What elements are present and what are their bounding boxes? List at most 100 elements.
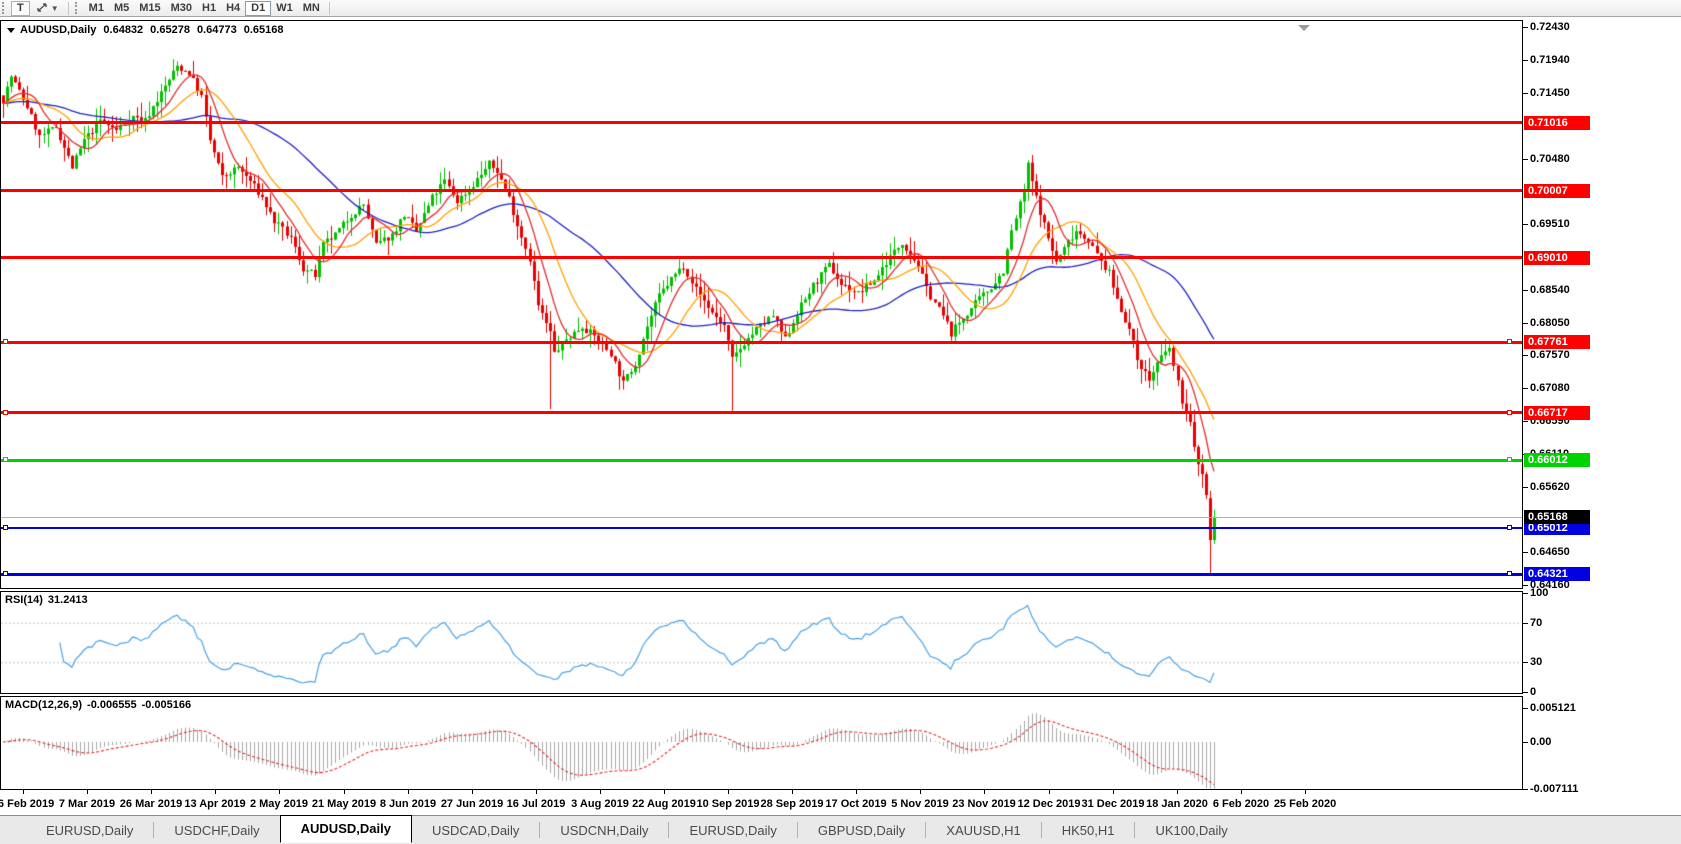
line-handle[interactable] — [3, 571, 8, 576]
tab-uk100-daily[interactable]: UK100,Daily — [1155, 822, 1228, 838]
timeframe-button-h1[interactable]: H1 — [202, 2, 217, 14]
price-axis-tick: 0.67570 — [1530, 349, 1570, 362]
tab-usdcad-daily[interactable]: USDCAD,Daily — [431, 822, 520, 838]
price-tick-mark — [1523, 421, 1528, 423]
price-axis-tick: 0.71450 — [1530, 87, 1570, 100]
date-tick-mark — [1113, 790, 1114, 794]
date-axis-label: 10 Sep 2019 — [696, 798, 760, 810]
timeframe-button-m1[interactable]: M1 — [88, 2, 104, 14]
price-tick-mark — [1523, 552, 1528, 554]
tab-separator — [1134, 822, 1136, 838]
rsi-axis-tick: 30 — [1530, 656, 1543, 669]
date-tick-mark — [472, 790, 473, 794]
line-handle[interactable] — [3, 410, 8, 415]
horizontal-line-0.69010[interactable] — [1, 256, 1522, 259]
timeframe-button-d1[interactable]: D1 — [245, 0, 272, 16]
toolbar-grip — [74, 2, 81, 14]
horizontal-line-0.67761[interactable] — [1, 341, 1522, 344]
macd-tick-mark — [1523, 707, 1528, 709]
hline-price-label: 0.65012 — [1524, 520, 1590, 535]
macd-axis-tick: 0.00 — [1530, 735, 1552, 748]
hline-price-label: 0.71016 — [1524, 115, 1590, 130]
price-tick-mark — [1523, 27, 1528, 29]
tab-xauusd-h1[interactable]: XAUUSD,H1 — [946, 822, 1021, 838]
main-chart-canvas[interactable] — [1, 21, 1521, 588]
line-handle[interactable] — [3, 457, 8, 462]
horizontal-line-0.70007[interactable] — [1, 189, 1522, 192]
line-handle[interactable] — [1507, 525, 1512, 530]
date-tick-mark — [984, 790, 985, 794]
price-axis-tick: 0.64650 — [1530, 546, 1570, 559]
timeframe-button-m30[interactable]: M30 — [170, 2, 193, 14]
tab-usdchf-daily[interactable]: USDCHF,Daily — [174, 822, 260, 838]
hline-price-label: 0.70007 — [1524, 183, 1590, 198]
tab-eurusd-daily[interactable]: EURUSD,Daily — [689, 822, 777, 838]
line-handle[interactable] — [1507, 339, 1512, 344]
date-axis-label: 6 Feb 2020 — [1212, 798, 1270, 810]
tab-separator — [1040, 822, 1042, 838]
date-axis-label: 3 Aug 2019 — [571, 798, 629, 810]
date-axis-label: 18 Jan 2020 — [1146, 798, 1208, 810]
price-tick-mark — [1523, 388, 1528, 390]
line-handle[interactable] — [1507, 410, 1512, 415]
price-tick-mark — [1523, 93, 1528, 95]
date-tick-mark — [344, 790, 345, 794]
date-tick-mark — [1241, 790, 1242, 794]
date-tick-mark — [664, 790, 665, 794]
horizontal-line-0.64321[interactable] — [1, 573, 1522, 576]
price-tick-mark — [1523, 322, 1528, 324]
horizontal-line-0.71016[interactable] — [1, 121, 1522, 124]
rsi-tick-mark — [1523, 622, 1528, 624]
date-axis-label: 31 Dec 2019 — [1081, 798, 1145, 810]
timeframe-button-mn[interactable]: MN — [302, 2, 320, 14]
date-tick-mark — [536, 790, 537, 794]
line-handle[interactable] — [3, 525, 8, 530]
date-tick-mark — [87, 790, 88, 794]
line-handle[interactable] — [3, 339, 8, 344]
date-axis-label: 5 Nov 2019 — [891, 798, 949, 810]
hline-price-label: 0.69010 — [1524, 250, 1590, 265]
macd-tick-mark — [1523, 741, 1528, 743]
chart-title-dropdown-icon[interactable] — [7, 27, 15, 33]
macd-axis-tick: 0.005121 — [1530, 701, 1576, 714]
date-tick-mark — [728, 790, 729, 794]
arrows-tool-button[interactable]: ▼ — [30, 1, 64, 16]
timeframe-button-m5[interactable]: M5 — [113, 2, 130, 14]
date-tick-mark — [279, 790, 280, 794]
horizontal-line-0.65012[interactable] — [1, 527, 1522, 529]
timeframe-button-m15[interactable]: M15 — [139, 2, 161, 14]
macd-canvas[interactable] — [1, 697, 1521, 789]
tab-gbpusd-daily[interactable]: GBPUSD,Daily — [817, 822, 906, 838]
price-axis-tick: 0.67080 — [1530, 382, 1570, 395]
date-tick-mark — [23, 790, 24, 794]
tab-separator — [539, 822, 541, 838]
date-tick-mark — [920, 790, 921, 794]
chart-shift-marker[interactable] — [1298, 25, 1310, 31]
price-axis-tick: 0.68050 — [1530, 316, 1570, 329]
toolbar-separator — [328, 1, 330, 15]
date-tick-mark — [792, 790, 793, 794]
text-tool-button[interactable]: T — [11, 0, 30, 16]
tab-hk50-h1[interactable]: HK50,H1 — [1061, 822, 1115, 838]
chart-tab-bar: EURUSD,Daily USDCHF,Daily AUDUSD,Daily USDC… — [0, 814, 1681, 844]
tab-eurusd-daily[interactable]: EURUSD,Daily — [46, 822, 134, 838]
price-tick-mark — [1523, 158, 1528, 160]
line-handle[interactable] — [1507, 571, 1512, 576]
rsi-tick-mark — [1523, 662, 1528, 664]
horizontal-line-0.66012[interactable] — [1, 459, 1522, 462]
timeframe-button-h4[interactable]: H4 — [226, 2, 241, 14]
date-axis-label: 2 May 2019 — [249, 798, 309, 810]
timeframe-button-w1[interactable]: W1 — [276, 2, 293, 14]
rsi-label: RSI(14) 31.2413 — [5, 594, 88, 606]
date-axis-label: 12 Dec 2019 — [1017, 798, 1081, 810]
line-handle[interactable] — [1507, 457, 1512, 462]
tab-usdcnh-daily[interactable]: USDCNH,Daily — [560, 822, 649, 838]
rsi-canvas[interactable] — [1, 592, 1521, 693]
ohlc-low: 0.64773 — [196, 24, 237, 36]
price-panel: AUDUSD,Daily 0.64832 0.65278 0.64773 0.6… — [0, 20, 1523, 589]
horizontal-line-0.66717[interactable] — [1, 411, 1522, 414]
date-axis-label: 28 Sep 2019 — [760, 798, 824, 810]
tab-audusd-daily[interactable]: AUDUSD,Daily — [279, 814, 412, 843]
hline-price-label: 0.64321 — [1524, 567, 1590, 582]
